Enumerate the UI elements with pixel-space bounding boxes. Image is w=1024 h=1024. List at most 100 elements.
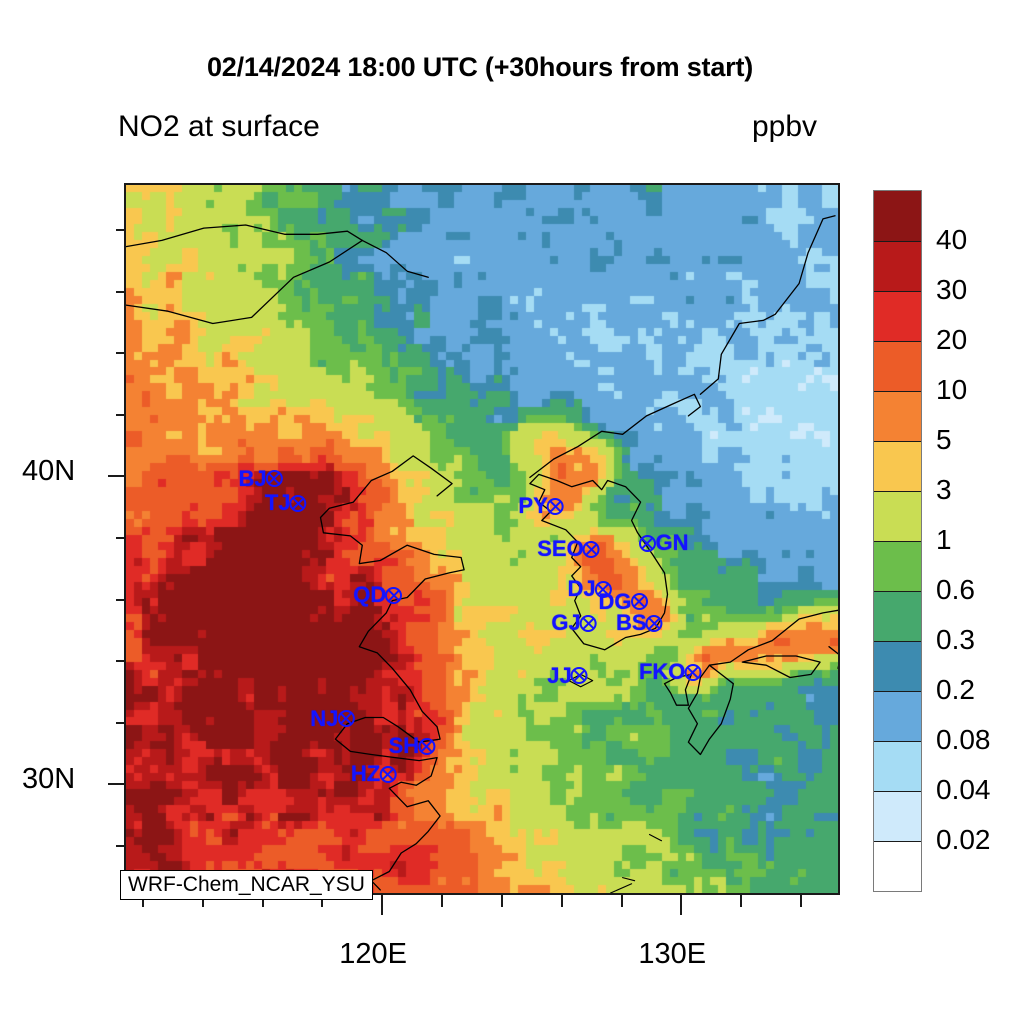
model-tag: WRF-Chem_NCAR_YSU xyxy=(120,870,373,901)
city-marker-QD[interactable]: QD xyxy=(353,582,403,608)
colorbar-tick-30: 30 xyxy=(936,274,968,305)
colorbar[interactable] xyxy=(873,190,922,892)
colorbar-band-10 xyxy=(874,691,921,741)
city-marker-BJ[interactable]: BJ xyxy=(238,465,283,491)
colorbar-band-8 xyxy=(874,591,921,641)
city-label-BJ: BJ xyxy=(238,465,267,491)
city-marker-SH[interactable]: SH xyxy=(389,735,436,757)
city-marker-GJ[interactable]: GJ xyxy=(551,610,597,636)
colorbar-tick-0.2: 0.2 xyxy=(936,674,975,705)
city-marker-DJ[interactable]: DJ xyxy=(568,578,612,600)
circle-x-icon xyxy=(385,586,403,604)
tick-mark xyxy=(800,895,803,907)
city-marker-GN[interactable]: GN xyxy=(638,530,689,556)
circle-x-icon xyxy=(594,580,612,598)
circle-x-icon xyxy=(638,534,656,552)
tick-mark xyxy=(116,352,126,355)
circle-x-icon xyxy=(630,593,648,611)
circle-x-icon xyxy=(418,737,436,755)
unit-label: ppbv xyxy=(752,110,818,143)
tick-mark xyxy=(441,895,444,907)
colorbar-band-2 xyxy=(874,291,921,341)
x-axis-label-120E: 120E xyxy=(339,938,407,970)
colorbar-tick-40: 40 xyxy=(936,224,968,255)
city-label-HZ: HZ xyxy=(350,761,381,787)
city-label-BS: BS xyxy=(615,610,647,636)
colorbar-band-12 xyxy=(874,791,921,841)
city-marker-BS[interactable]: BS xyxy=(616,612,663,634)
colorbar-band-5 xyxy=(874,441,921,491)
circle-x-icon xyxy=(579,614,597,632)
colorbar-tick-3: 3 xyxy=(936,474,952,505)
colorbar-band-0 xyxy=(874,191,921,241)
circle-x-icon xyxy=(546,497,564,515)
colorbar-tick-0.08: 0.08 xyxy=(936,724,991,755)
tick-mark xyxy=(141,895,144,907)
city-marker-NJ[interactable]: NJ xyxy=(310,705,355,731)
city-label-GN: GN xyxy=(655,530,689,556)
city-marker-SEO[interactable]: SEO xyxy=(537,536,600,562)
circle-x-icon xyxy=(645,614,663,632)
y-axis-label-30N: 30N xyxy=(22,763,76,796)
city-label-QD: QD xyxy=(353,582,387,608)
tick-mark xyxy=(500,895,503,907)
city-label-JJ: JJ xyxy=(547,662,572,688)
colorbar-tick-20: 20 xyxy=(936,324,968,355)
colorbar-band-1 xyxy=(874,241,921,291)
colorbar-tick-5: 5 xyxy=(936,424,952,455)
y-axis-label-40N: 40N xyxy=(22,455,76,488)
colorbar-tick-10: 10 xyxy=(936,374,968,405)
tick-mark xyxy=(116,660,126,663)
city-marker-HZ[interactable]: HZ xyxy=(350,761,397,787)
city-marker-DG[interactable]: DG xyxy=(598,588,648,614)
tick-mark xyxy=(740,895,743,907)
circle-x-icon xyxy=(265,470,283,487)
tick-mark xyxy=(116,290,126,293)
colorbar-tick-0.6: 0.6 xyxy=(936,574,975,605)
colorbar-tick-0.02: 0.02 xyxy=(936,824,991,855)
colorbar-band-13 xyxy=(874,841,921,891)
city-label-TJ: TJ xyxy=(264,490,291,516)
tick-mark xyxy=(116,721,126,724)
colorbar-band-11 xyxy=(874,741,921,791)
circle-x-icon xyxy=(379,765,397,783)
tick-mark xyxy=(321,895,324,907)
colorbar-band-3 xyxy=(874,341,921,391)
circle-x-icon xyxy=(337,710,355,728)
circle-x-icon xyxy=(684,663,702,681)
tick-mark xyxy=(108,475,126,478)
city-marker-TJ[interactable]: TJ xyxy=(265,492,307,514)
tick-mark xyxy=(261,895,264,907)
tick-mark xyxy=(560,895,563,907)
tick-mark xyxy=(201,895,204,907)
city-label-NJ: NJ xyxy=(310,705,339,731)
city-label-PY: PY xyxy=(518,493,548,519)
coastline-overlay xyxy=(126,215,838,893)
x-axis-label-130E: 130E xyxy=(638,938,707,970)
city-label-DJ: DJ xyxy=(567,576,596,602)
tick-mark xyxy=(680,895,683,915)
tick-mark xyxy=(116,844,126,847)
tick-mark xyxy=(116,598,126,601)
colorbar-band-4 xyxy=(874,391,921,441)
colorbar-band-9 xyxy=(874,641,921,691)
city-label-SH: SH xyxy=(388,733,420,759)
colorbar-band-7 xyxy=(874,541,921,591)
tick-mark xyxy=(620,895,623,907)
city-marker-JJ[interactable]: JJ xyxy=(547,662,588,688)
circle-x-icon xyxy=(289,494,307,512)
tick-mark xyxy=(108,783,126,786)
page-title: 02/14/2024 18:00 UTC (+30hours from star… xyxy=(206,52,754,82)
tick-mark xyxy=(116,537,126,539)
city-label-GJ: GJ xyxy=(551,610,581,636)
colorbar-tick-0.04: 0.04 xyxy=(936,774,991,805)
colorbar-tick-1: 1 xyxy=(936,524,952,555)
colorbar-tick-0.3: 0.3 xyxy=(936,624,975,655)
variable-label: NO2 at surface xyxy=(118,110,320,143)
city-label-DG: DG xyxy=(598,588,632,614)
no2-concentration-field xyxy=(126,185,838,893)
city-label-SEO: SEO xyxy=(537,536,584,562)
map-plot-area[interactable] xyxy=(124,183,840,895)
city-marker-PY[interactable]: PY xyxy=(518,493,564,519)
city-marker-FKO[interactable]: FKO xyxy=(639,661,702,683)
